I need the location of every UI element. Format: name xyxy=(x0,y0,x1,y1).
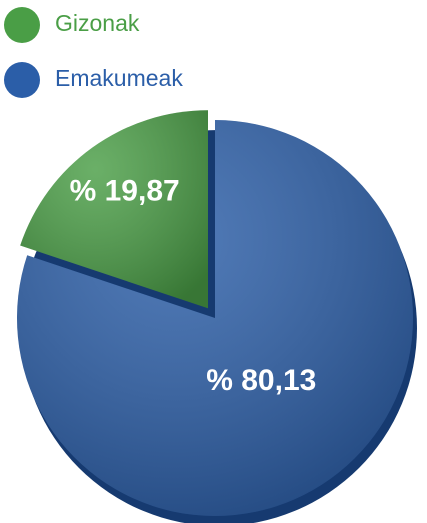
legend-swatch xyxy=(4,62,40,98)
legend-label: Gizonak xyxy=(55,10,140,36)
slice-label: % 19,87 xyxy=(70,175,180,208)
pie-slice-shade xyxy=(20,110,208,309)
legend-swatch xyxy=(4,7,40,43)
pie-slice-shade xyxy=(17,120,414,516)
legend-label: Emakumeak xyxy=(55,65,183,91)
slice-label: % 80,13 xyxy=(206,364,316,397)
